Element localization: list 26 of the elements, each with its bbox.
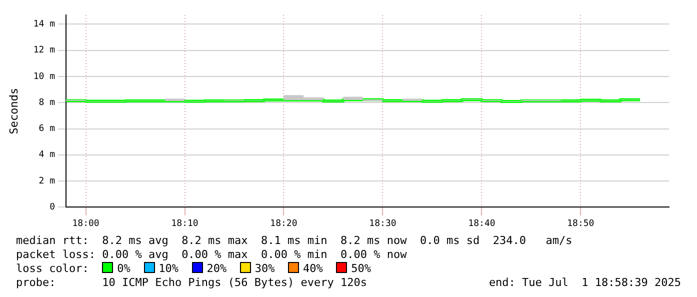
y-tick-label: 14 m (33, 19, 55, 30)
x-tick-label: 18:20 (270, 218, 298, 229)
y-tick-label: 10 m (33, 72, 55, 82)
text: 30% (254, 262, 275, 275)
text: median rtt: 8.2 ms avg 8.2 ms max 8.1 ms min 8.2 ms now 0.0 ms sd 234.0 am/s (16, 234, 572, 247)
x-tick-label: 18:40 (468, 218, 496, 229)
x-tick-label: 18:10 (171, 218, 198, 229)
y-tick-label: 8 m (38, 98, 55, 108)
x-tick-label: 18:30 (369, 218, 396, 229)
text: 40% (302, 262, 323, 275)
y-tick-label: 0 (50, 202, 55, 213)
text: 20% (206, 262, 227, 275)
y-tick-label: 4 m (38, 150, 55, 160)
text: probe: 10 ICMP Echo Pings (56 Bytes) every 120s (16, 276, 367, 289)
text: packet loss: 0.00 % avg 0.00 % max 0.00 % min 0.00 % now (16, 248, 407, 261)
text: end: Tue Jul 1 18:58:39 2025 (488, 276, 681, 289)
y-axis-title: Seconds (7, 88, 20, 134)
y-tick-label: 6 m (38, 124, 55, 134)
text: loss color: (16, 262, 89, 275)
text: 10% (158, 262, 178, 275)
text: 50% (351, 262, 371, 275)
text: 0% (117, 262, 130, 275)
y-tick-label: 12 m (33, 46, 55, 56)
y-tick-label: 2 m (38, 176, 55, 186)
x-tick-label: 18:50 (567, 218, 594, 229)
x-tick-label: 18:00 (72, 218, 100, 229)
